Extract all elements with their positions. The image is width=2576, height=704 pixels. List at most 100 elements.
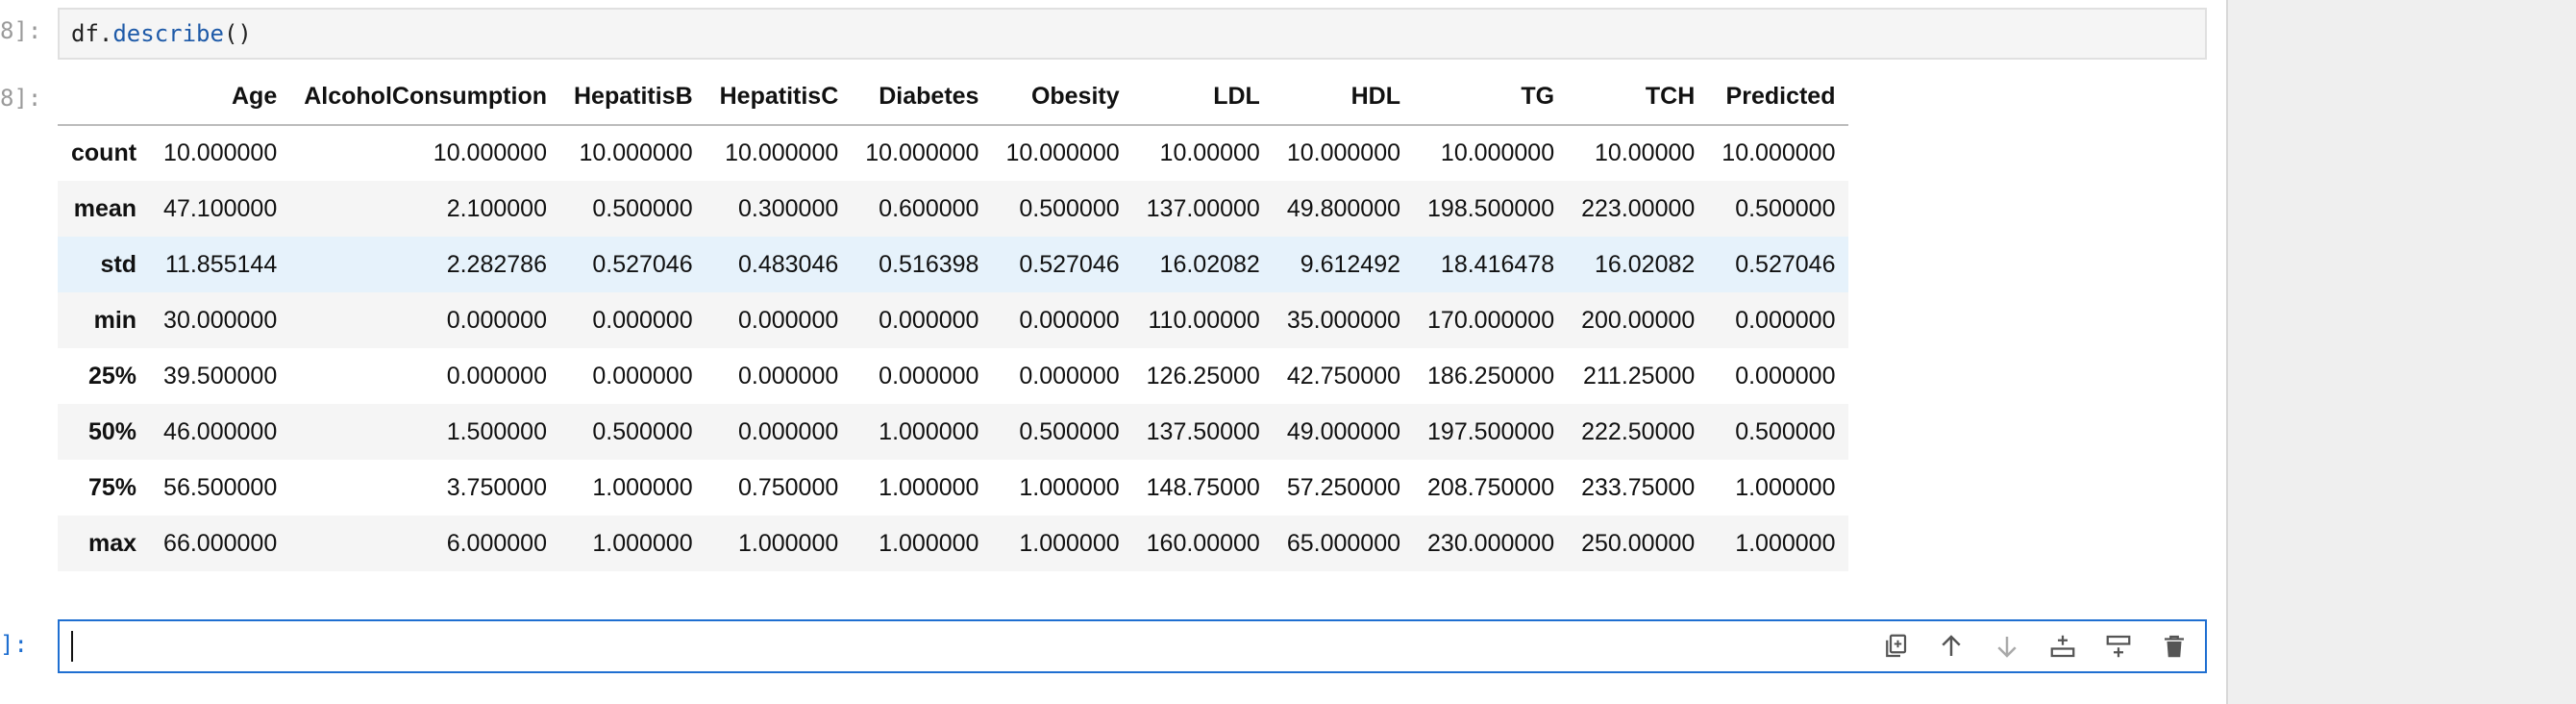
table-cell: 46.000000 — [163, 417, 278, 445]
table-cell: 0.500000 — [1735, 417, 1836, 445]
table-row: mean 47.100000 2.100000 0.500000 0.300000 0.6… — [58, 181, 1849, 237]
table-cell: 10.000000 — [725, 139, 839, 166]
table-cell: 1.000000 — [1019, 529, 1120, 557]
table-cell: 1.000000 — [592, 473, 693, 501]
code-variable: df — [71, 20, 99, 47]
insert-above-icon — [2050, 635, 2075, 658]
table-cell: 49.800000 — [1286, 194, 1401, 222]
table-row: 25% 39.500000 0.000000 0.000000 0.000000 0.00… — [58, 348, 1848, 404]
table-cell: 200.00000 — [1581, 306, 1696, 334]
duplicate-icon — [1886, 634, 1907, 658]
table-cell: 1.000000 — [879, 529, 979, 557]
column-header: Age — [150, 69, 291, 126]
table-row: count 10.000000 10.000000 10.000000 10.00000… — [58, 125, 1848, 181]
describe-output-table: Age AlcoholConsumption HepatitisB Hepatitis… — [58, 69, 1849, 571]
move-cell-down-button[interactable] — [1990, 629, 2024, 664]
table-cell: 3.750000 — [446, 473, 547, 501]
table-cell: 30.000000 — [163, 306, 278, 334]
column-header: AlcoholConsumption — [290, 69, 560, 126]
table-row: 75% 56.500000 3.750000 1.000000 0.750000 1.00… — [58, 460, 1848, 515]
move-down-icon — [1997, 637, 2017, 658]
table-cell: 222.50000 — [1581, 417, 1696, 445]
table-header: Age AlcoholConsumption HepatitisB Hepatitis… — [58, 69, 1849, 126]
table-cell: 0.527046 — [1735, 250, 1836, 278]
table-cell: 0.483046 — [737, 250, 839, 278]
table-cell: 0.000000 — [879, 362, 979, 390]
table-cell: 57.250000 — [1286, 473, 1401, 501]
table-row: 50% 46.000000 1.500000 0.500000 0.000000 1.00… — [58, 404, 1849, 460]
table-cell: 170.000000 — [1427, 306, 1555, 334]
row-label: count — [71, 139, 137, 166]
column-header: Obesity — [992, 69, 1133, 126]
table-cell: 160.00000 — [1146, 529, 1260, 557]
table-cell: 1.000000 — [1019, 473, 1120, 501]
table-cell: 1.000000 — [1735, 473, 1836, 501]
table-cell: 0.000000 — [592, 362, 693, 390]
column-header: LDL — [1132, 69, 1274, 126]
column-header: HepatitisC — [706, 69, 853, 126]
table-cell: 11.855144 — [164, 250, 278, 278]
table-cell: 6.000000 — [446, 529, 547, 557]
table-cell: 0.500000 — [592, 417, 693, 445]
row-label: 75% — [88, 473, 137, 501]
table-cell: 197.500000 — [1427, 417, 1555, 445]
table-cell: 0.527046 — [1019, 250, 1120, 278]
column-header: TG — [1414, 69, 1569, 126]
table-cell: 126.25000 — [1146, 362, 1260, 390]
insert-cell-below-button[interactable] — [2101, 629, 2136, 664]
table-cell: 10.000000 — [579, 139, 693, 166]
table-cell: 2.100000 — [446, 194, 547, 222]
table-cell: 0.000000 — [592, 306, 693, 334]
table-row: min 30.000000 0.000000 0.000000 0.000000 0.00… — [58, 292, 1849, 348]
row-label: mean — [73, 194, 137, 222]
code-cell-describe[interactable]: df. describe() — [58, 8, 2207, 60]
table-cell: 0.000000 — [1735, 362, 1836, 390]
table-cell: 10.000000 — [865, 139, 979, 166]
table-cell: 16.02082 — [1595, 250, 1696, 278]
column-header: TCH — [1568, 69, 1709, 126]
row-label: 50% — [88, 417, 137, 445]
table-cell: 16.02082 — [1159, 250, 1260, 278]
table-cell: 10.000000 — [433, 139, 547, 166]
table-cell: 0.500000 — [1735, 194, 1836, 222]
table-cell: 0.600000 — [879, 194, 979, 222]
table-cell: 10.000000 — [1721, 139, 1836, 166]
table-cell: 208.750000 — [1427, 473, 1555, 501]
table-cell: 0.300000 — [737, 194, 839, 222]
output-prompt: 8]: — [0, 85, 42, 112]
insert-cell-above-button[interactable] — [2045, 629, 2080, 664]
row-label: std — [100, 250, 137, 278]
table-body: count 10.000000 10.000000 10.000000 10.00000… — [58, 125, 1849, 571]
table-cell: 35.000000 — [1286, 306, 1401, 334]
code-method: describe — [112, 20, 224, 47]
table-cell: 137.00000 — [1146, 194, 1260, 222]
table-cell: 0.000000 — [879, 306, 979, 334]
empty-cell-prompt: ]: — [0, 631, 28, 658]
table-cell: 0.000000 — [446, 362, 547, 390]
delete-icon — [2165, 635, 2184, 658]
table-cell: 233.75000 — [1581, 473, 1696, 501]
delete-cell-button[interactable] — [2157, 629, 2192, 664]
right-gutter — [2226, 0, 2576, 704]
table-cell: 56.500000 — [163, 473, 278, 501]
code-dot: . — [98, 20, 113, 47]
table-cell: 0.000000 — [1735, 306, 1836, 334]
table-cell: 0.750000 — [737, 473, 839, 501]
table-cell: 198.500000 — [1427, 194, 1555, 222]
table-cell: 0.527046 — [592, 250, 693, 278]
move-cell-up-button[interactable] — [1934, 629, 1969, 664]
table-cell: 211.25000 — [1582, 362, 1696, 390]
table-cell: 39.500000 — [163, 362, 278, 390]
table-cell: 10.00000 — [1159, 139, 1260, 166]
table-cell: 110.00000 — [1148, 306, 1260, 334]
table-cell: 0.000000 — [1019, 362, 1120, 390]
column-header: HDL — [1273, 69, 1415, 126]
table-cell: 1.500000 — [446, 417, 547, 445]
empty-code-cell[interactable] — [58, 619, 2207, 673]
table-cell: 2.282786 — [446, 250, 547, 278]
duplicate-cell-button[interactable] — [1878, 629, 1913, 664]
column-header: HepatitisB — [559, 69, 706, 126]
table-cell: 186.250000 — [1427, 362, 1555, 390]
table-cell: 148.75000 — [1146, 473, 1260, 501]
